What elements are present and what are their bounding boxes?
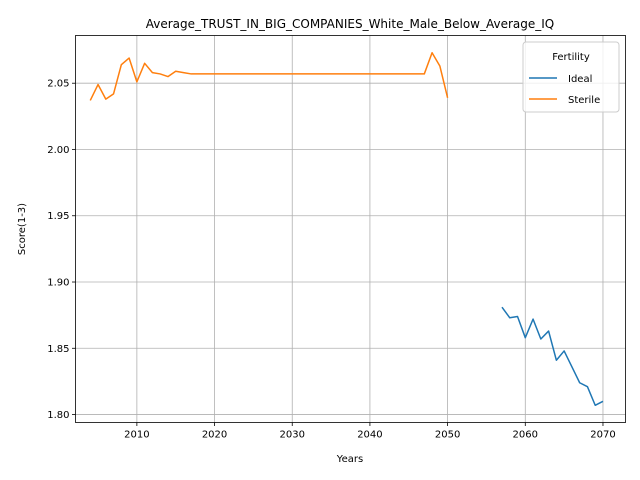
y-tick-label: 1.85 — [47, 344, 69, 355]
series-lines — [89, 51, 604, 407]
x-tick-label: 2030 — [280, 430, 305, 441]
grid — [75, 35, 626, 423]
chart-title: Average_TRUST_IN_BIG_COMPANIES_White_Mal… — [146, 17, 555, 31]
y-tick-label: 2.00 — [47, 145, 69, 156]
legend: Fertility Ideal Sterile — [522, 41, 620, 113]
y-tick-label: 1.95 — [47, 211, 69, 222]
x-axis-label: Years — [336, 454, 363, 465]
x-tick-label: 2010 — [124, 430, 149, 441]
axis-ticks: 2010 2020 2030 2040 2050 2060 2070 1.80 1.85 1.90… — [47, 79, 615, 441]
legend-box — [522, 41, 620, 113]
y-tick-label: 1.90 — [47, 278, 69, 289]
x-tick-label: 2020 — [202, 430, 227, 441]
y-tick-label: 1.80 — [47, 410, 69, 421]
legend-label-sterile: Sterile — [568, 95, 600, 106]
x-tick-label: 2070 — [590, 430, 615, 441]
x-tick-label: 2050 — [435, 430, 460, 441]
x-tick-label: 2060 — [513, 430, 538, 441]
plot-frame — [75, 35, 626, 423]
legend-title: Fertility — [552, 52, 590, 63]
series-line-ideal — [501, 306, 604, 407]
y-tick-label: 2.05 — [47, 79, 69, 90]
legend-label-ideal: Ideal — [568, 74, 592, 85]
y-axis-label: Score(1-3) — [17, 203, 28, 255]
series-line-sterile — [89, 51, 449, 101]
x-tick-label: 2040 — [357, 430, 382, 441]
